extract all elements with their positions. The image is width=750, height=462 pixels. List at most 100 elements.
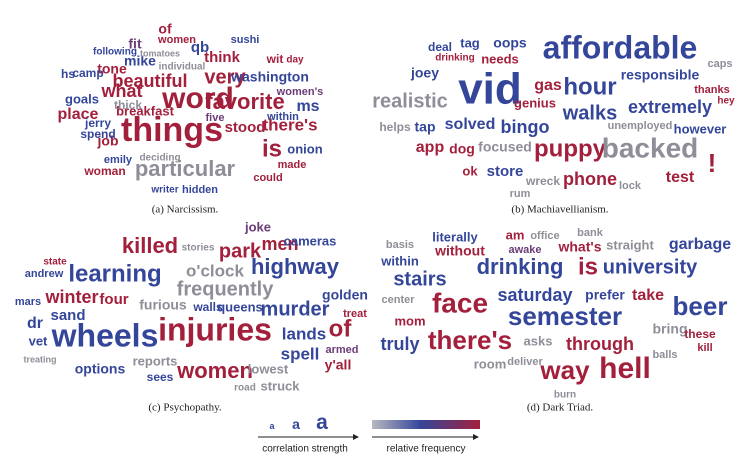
caption: (b) Machiavellianism. (511, 204, 608, 216)
word: ok (462, 163, 478, 178)
word: walls (192, 300, 223, 314)
word: these (684, 327, 716, 341)
size-sample: a (316, 411, 328, 434)
word: solved (445, 116, 496, 133)
word: however (674, 121, 727, 136)
word: highway (251, 254, 340, 279)
word: puppy (534, 135, 607, 162)
word: there's (428, 325, 512, 355)
word: mars (15, 296, 41, 308)
word: murder (261, 298, 330, 320)
word: treat (343, 308, 367, 320)
word: straight (606, 237, 654, 252)
word: prefer (585, 287, 625, 303)
word: burn (554, 390, 576, 401)
word: goals (65, 91, 99, 106)
word: kill (697, 342, 712, 354)
word: tomatoes (140, 48, 180, 58)
word: hs (61, 67, 75, 81)
word: options (75, 361, 126, 377)
word: phone (563, 169, 617, 189)
word: wheels (51, 317, 159, 353)
word: wreck (525, 174, 560, 188)
word: state (43, 257, 67, 268)
word: deliver (507, 356, 543, 368)
word: awake (508, 244, 541, 256)
word: dr (27, 315, 43, 332)
word: park (219, 240, 262, 262)
word: within (380, 253, 419, 268)
word: without (434, 243, 485, 259)
word: backed (602, 132, 699, 163)
word: sand (50, 307, 85, 324)
word: winter (44, 287, 98, 307)
word: truly (380, 334, 419, 354)
word: garbage (669, 236, 731, 253)
word: what's (557, 239, 601, 255)
word: deciding (139, 153, 180, 164)
word: women's (276, 86, 324, 98)
word: killed (122, 233, 178, 258)
word: bank (577, 227, 604, 239)
word: golden (322, 287, 368, 303)
word: beer (673, 291, 728, 321)
word: needs (481, 51, 519, 66)
word: oops (493, 35, 527, 51)
word: drinking (435, 53, 474, 64)
word: struck (260, 378, 300, 393)
word: literally (432, 229, 478, 244)
word: made (278, 159, 307, 171)
word: of (329, 315, 353, 342)
word: semester (508, 301, 622, 331)
word: andrew (25, 268, 64, 280)
word: reports (133, 353, 178, 368)
word: genius (514, 95, 556, 110)
word: walks (562, 102, 617, 124)
word: extremely (628, 97, 712, 117)
word: stories (182, 243, 215, 254)
word: tag (460, 35, 480, 50)
word: y'all (325, 357, 352, 373)
word: tone (97, 61, 127, 77)
word: learning (68, 260, 161, 287)
word: bring (653, 321, 688, 337)
word: jerry (84, 116, 111, 130)
word: onion (287, 141, 322, 156)
word: sushi (231, 34, 260, 46)
word: test (666, 169, 695, 186)
word: fit (128, 36, 142, 52)
word: sees (147, 370, 174, 384)
word: balls (652, 349, 677, 361)
word: affordable (543, 29, 698, 65)
word: helps (379, 120, 411, 134)
word: center (381, 294, 415, 306)
word: hour (563, 73, 616, 100)
word: place (58, 106, 99, 123)
word: women (176, 358, 253, 383)
word: armed (325, 344, 358, 356)
word: o'clock (186, 261, 244, 280)
word: hidden (182, 184, 218, 196)
size-sample: a (269, 421, 275, 431)
word: queens (217, 299, 263, 314)
word: cameras (284, 233, 337, 248)
word: hey (717, 96, 735, 107)
word: qb (191, 39, 209, 56)
word: is (578, 253, 598, 280)
word: day (286, 55, 304, 66)
word: wit (266, 52, 284, 66)
word: things (121, 111, 223, 149)
word: frequently (177, 278, 275, 300)
word: is (262, 135, 282, 162)
word: thanks (694, 84, 729, 96)
word: spend (80, 127, 115, 141)
word: ! (708, 148, 717, 178)
legend: a a a correlation strength relative freq… (258, 411, 480, 455)
word: joey (410, 65, 439, 81)
legend-label: correlation strength (262, 444, 348, 455)
word: furious (139, 297, 187, 313)
word: lock (619, 180, 642, 192)
word: asks (524, 333, 553, 348)
size-sample: a (292, 416, 300, 432)
